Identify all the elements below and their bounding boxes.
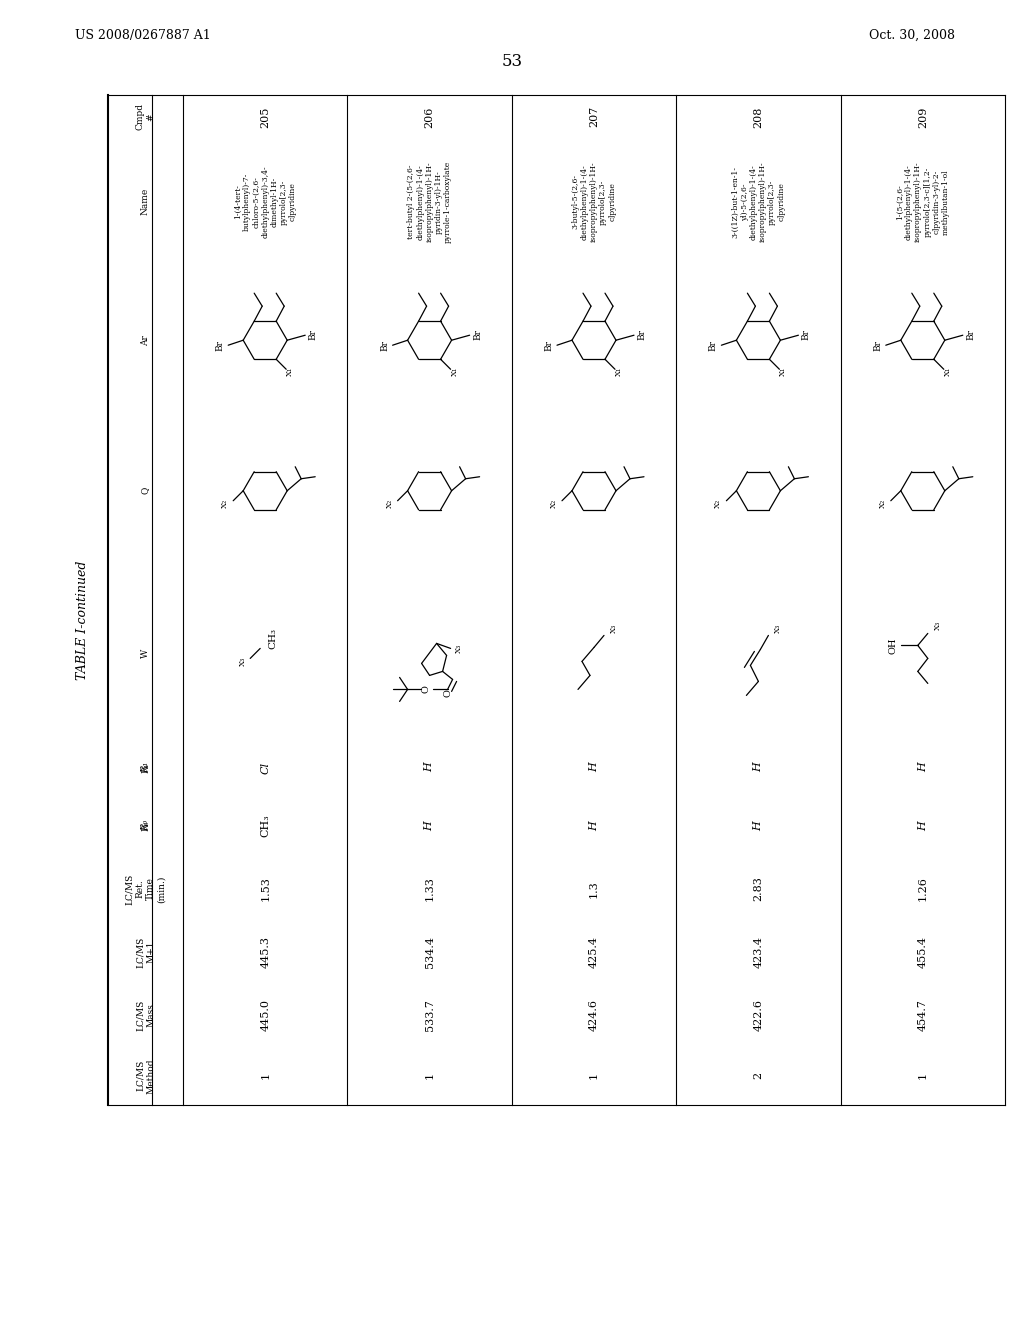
- Text: Name: Name: [141, 189, 150, 215]
- Text: LC/MS
M+1: LC/MS M+1: [136, 936, 156, 968]
- Text: 209: 209: [918, 106, 928, 128]
- Text: X₁: X₁: [615, 367, 623, 376]
- Text: R₀: R₀: [141, 821, 150, 832]
- Text: 1-(5-(2,6-
diethylphenyl)-1-(4-
isopropylphenyl)-1H-
pyrrolo[2,3-c][1,2-
c]pyrid: 1-(5-(2,6- diethylphenyl)-1-(4- isopropy…: [896, 161, 950, 242]
- Text: Br: Br: [545, 339, 554, 351]
- Text: LC/MS
Ret.
Time
(min.): LC/MS Ret. Time (min.): [125, 874, 166, 904]
- Text: 1.53: 1.53: [260, 876, 270, 902]
- Text: X₃: X₃: [455, 644, 463, 653]
- Text: 455.4: 455.4: [918, 936, 928, 968]
- Text: tert-butyl 2-(5-(2,6-
diethylphenyl)-1-(4-
isopropylphenyl)-1H-
pyridin-3-yl)-1H: tert-butyl 2-(5-(2,6- diethylphenyl)-1-(…: [408, 161, 452, 243]
- Text: Br: Br: [709, 339, 718, 351]
- Text: 2: 2: [754, 1072, 764, 1080]
- Text: H: H: [425, 821, 434, 830]
- Text: 206: 206: [425, 106, 434, 128]
- Text: 3-butyl-5-(2,6-
diethylphenyl)-1-(4-
isopropylphenyl)-1H-
pyrrolo[2,3-
c]pyridin: 3-butyl-5-(2,6- diethylphenyl)-1-(4- iso…: [571, 161, 616, 242]
- Text: Oct. 30, 2008: Oct. 30, 2008: [869, 29, 955, 41]
- Text: 534.4: 534.4: [425, 936, 434, 968]
- Text: Br: Br: [873, 339, 883, 351]
- Text: 1-(4-tert-
butylphenyl)-7-
chloro-5-(2,6-
diethylphenyl)-3,4-
dimethyl-1H-
pyrro: 1-(4-tert- butylphenyl)-7- chloro-5-(2,6…: [233, 165, 297, 238]
- Text: OH: OH: [888, 638, 897, 653]
- Text: 425.4: 425.4: [589, 936, 599, 968]
- Text: R₀: R₀: [141, 820, 150, 832]
- Text: Br: Br: [638, 329, 646, 339]
- Text: Br: Br: [380, 339, 389, 351]
- Text: O: O: [443, 689, 453, 697]
- Text: Cmpd
#: Cmpd #: [136, 103, 156, 131]
- Text: W: W: [141, 649, 150, 659]
- Text: 1: 1: [918, 1072, 928, 1080]
- Text: X₁: X₁: [286, 367, 294, 376]
- Text: Q: Q: [141, 487, 150, 495]
- Text: R₁: R₁: [141, 763, 150, 772]
- Text: 424.6: 424.6: [589, 999, 599, 1031]
- Text: 533.7: 533.7: [425, 999, 434, 1031]
- Text: X₂: X₂: [221, 499, 229, 508]
- Text: X₁: X₁: [944, 367, 951, 376]
- Text: 53: 53: [502, 54, 522, 70]
- Text: Br: Br: [967, 329, 975, 339]
- Text: 3-((1Z)-but-1-en-1-
yl)-5-(2,6-
diethylphenyl)-1-(4-
isopropylphenyl)-1H-
pyrrol: 3-((1Z)-but-1-en-1- yl)-5-(2,6- diethylp…: [731, 161, 785, 242]
- Text: Br: Br: [216, 339, 224, 351]
- Text: X₃: X₃: [774, 624, 782, 634]
- Text: CH₃: CH₃: [260, 814, 270, 837]
- Text: H: H: [425, 763, 434, 772]
- Text: CH₃: CH₃: [268, 628, 278, 649]
- Text: 1.26: 1.26: [918, 876, 928, 902]
- Text: Br: Br: [308, 329, 317, 339]
- Text: O: O: [421, 685, 430, 693]
- Text: LC/MS
Method: LC/MS Method: [136, 1059, 156, 1093]
- Text: X₃: X₃: [610, 624, 618, 634]
- Text: H: H: [754, 763, 764, 772]
- Text: 205: 205: [260, 106, 270, 128]
- Text: H: H: [754, 821, 764, 830]
- Text: X₃: X₃: [934, 620, 942, 630]
- Text: 1: 1: [425, 1072, 434, 1080]
- Text: R₁: R₁: [141, 762, 150, 774]
- Text: 1: 1: [589, 1072, 599, 1080]
- Text: Cl: Cl: [260, 762, 270, 774]
- Text: X₁: X₁: [779, 367, 787, 376]
- Text: 423.4: 423.4: [754, 936, 764, 968]
- Text: 207: 207: [589, 106, 599, 128]
- Text: X₂: X₂: [550, 499, 558, 508]
- Text: Br: Br: [802, 329, 811, 339]
- Text: X₂: X₂: [386, 499, 393, 508]
- Text: H: H: [918, 821, 928, 830]
- Text: TABLE I-continued: TABLE I-continued: [77, 560, 89, 680]
- Text: X₃: X₃: [240, 657, 247, 667]
- Text: H: H: [589, 763, 599, 772]
- Text: 445.0: 445.0: [260, 999, 270, 1031]
- Text: LC/MS
Mass: LC/MS Mass: [136, 999, 156, 1031]
- Text: 1.33: 1.33: [425, 876, 434, 902]
- Text: US 2008/0267887 A1: US 2008/0267887 A1: [75, 29, 211, 41]
- Text: X₂: X₂: [715, 499, 722, 508]
- Text: X₁: X₁: [451, 367, 459, 376]
- Text: 2.83: 2.83: [754, 876, 764, 902]
- Text: X₂: X₂: [879, 499, 887, 508]
- Text: 208: 208: [754, 106, 764, 128]
- Text: 445.3: 445.3: [260, 936, 270, 968]
- Text: Br: Br: [473, 329, 482, 339]
- Text: Ar: Ar: [141, 335, 150, 346]
- Text: 1.3: 1.3: [589, 880, 599, 898]
- Text: H: H: [918, 763, 928, 772]
- Text: 1: 1: [260, 1072, 270, 1080]
- Text: H: H: [589, 821, 599, 830]
- Text: 454.7: 454.7: [918, 999, 928, 1031]
- Text: 422.6: 422.6: [754, 999, 764, 1031]
